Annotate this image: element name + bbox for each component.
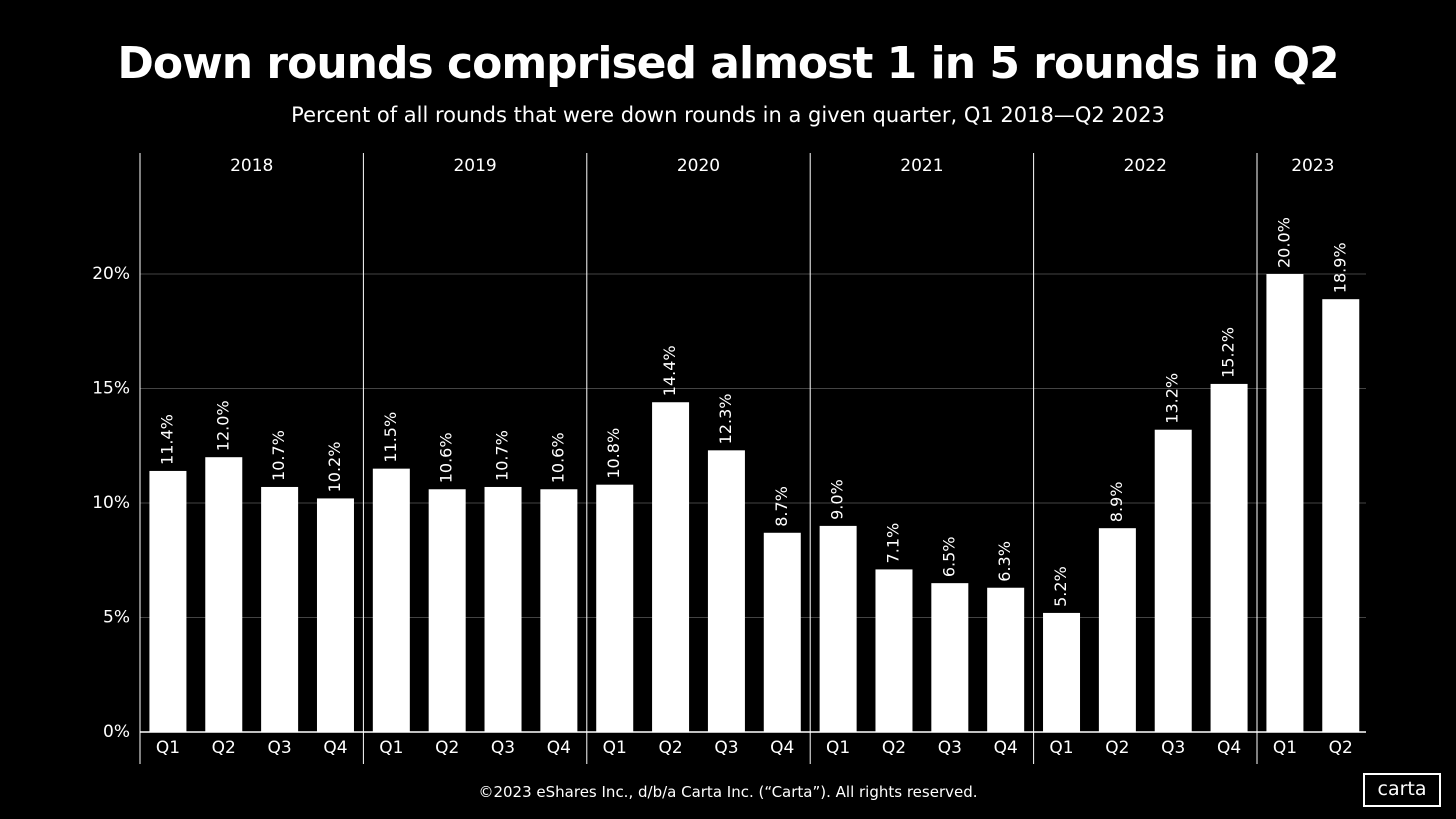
- bar-2020-q1: [596, 484, 634, 732]
- year-label: 2018: [230, 156, 273, 176]
- data-label: 15.2%: [1219, 327, 1238, 378]
- x-tick-label: Q2: [212, 738, 236, 758]
- x-tick-label: Q1: [1049, 738, 1073, 758]
- bar-2021-q1: [819, 525, 857, 732]
- bar-2020-q2: [652, 402, 690, 732]
- year-label: 2020: [677, 156, 720, 176]
- data-label: 10.8%: [604, 428, 623, 479]
- data-label: 14.4%: [660, 345, 679, 396]
- x-tick-label: Q3: [268, 738, 292, 758]
- year-label: 2023: [1291, 156, 1334, 176]
- data-label: 18.9%: [1330, 242, 1349, 293]
- x-tick-label: Q1: [826, 738, 850, 758]
- data-label: 8.9%: [1107, 482, 1126, 523]
- bar-2019-q3: [484, 486, 522, 732]
- x-tick-label: Q1: [379, 738, 403, 758]
- data-label: 10.6%: [548, 432, 567, 483]
- x-tick-label: Q2: [435, 738, 459, 758]
- x-tick-label: Q4: [770, 738, 794, 758]
- carta-logo: carta: [1363, 773, 1441, 807]
- copyright-footer: ©2023 eShares Inc., d/b/a Carta Inc. (“C…: [478, 783, 978, 801]
- y-tick-label: 10%: [92, 493, 130, 513]
- year-label: 2021: [900, 156, 943, 176]
- bar-2021-q3: [931, 583, 969, 732]
- chart-subtitle: Percent of all rounds that were down rou…: [291, 103, 1165, 127]
- x-tick-label: Q4: [994, 738, 1018, 758]
- data-label: 9.0%: [828, 479, 847, 520]
- bar-2018-q2: [205, 457, 243, 732]
- bar-2022-q3: [1154, 429, 1192, 732]
- data-label: 10.2%: [325, 442, 344, 493]
- x-tick-label: Q4: [1217, 738, 1241, 758]
- chart-title: Down rounds comprised almost 1 in 5 roun…: [117, 38, 1339, 89]
- bar-2022-q4: [1210, 383, 1248, 732]
- bar-2019-q1: [372, 468, 410, 732]
- x-tick-label: Q1: [1273, 738, 1297, 758]
- data-label: 10.7%: [493, 430, 512, 481]
- bar-2023-q1: [1266, 274, 1304, 732]
- x-tick-label: Q4: [323, 738, 347, 758]
- bar-2020-q3: [707, 450, 745, 732]
- data-label: 5.2%: [1051, 566, 1070, 607]
- data-label: 8.7%: [772, 486, 791, 527]
- year-label: 2022: [1124, 156, 1167, 176]
- y-tick-label: 20%: [92, 264, 130, 284]
- x-tick-label: Q3: [491, 738, 515, 758]
- year-label: 2019: [453, 156, 496, 176]
- x-tick-label: Q3: [938, 738, 962, 758]
- y-tick-label: 5%: [103, 608, 130, 628]
- data-label: 7.1%: [883, 523, 902, 564]
- data-label: 6.3%: [995, 541, 1014, 582]
- y-tick-label: 0%: [103, 722, 130, 742]
- x-tick-label: Q1: [603, 738, 627, 758]
- bar-2019-q2: [428, 489, 466, 732]
- bar-2018-q1: [149, 470, 187, 732]
- bar-2022-q2: [1098, 528, 1136, 732]
- data-label: 10.7%: [269, 430, 288, 481]
- bars: [149, 274, 1360, 732]
- bar-2022-q1: [1043, 612, 1081, 732]
- bar-2021-q2: [875, 569, 913, 732]
- x-tick-label: Q2: [1329, 738, 1353, 758]
- bar-2018-q4: [316, 498, 354, 732]
- data-labels: 11.4% 12.0% 10.7% 10.2% 11.5% 10.6% 10.7% 10.6%…: [157, 217, 1349, 607]
- data-label: 20.0%: [1274, 217, 1293, 268]
- bar-2020-q4: [763, 532, 801, 732]
- data-label: 6.5%: [939, 536, 958, 577]
- y-tick-label: 15%: [92, 379, 130, 399]
- bar-2021-q4: [987, 587, 1025, 732]
- bar-2019-q4: [540, 489, 578, 732]
- x-tick-label: Q1: [156, 738, 180, 758]
- x-tick-label: Q2: [1105, 738, 1129, 758]
- data-label: 12.3%: [716, 394, 735, 445]
- x-tick-label: Q2: [882, 738, 906, 758]
- bar-2023-q2: [1322, 299, 1360, 732]
- data-label: 11.4%: [157, 414, 176, 465]
- axes: 0% 5% 10% 15% 20% Q1 Q2 Q3 Q4 2018 Q1 Q2 Q3 Q4 2019 Q1 Q…: [92, 156, 1366, 758]
- data-label: 11.5%: [381, 412, 400, 463]
- data-label: 13.2%: [1163, 373, 1182, 424]
- x-tick-label: Q4: [547, 738, 571, 758]
- data-label: 10.6%: [437, 432, 456, 483]
- bar-2018-q3: [261, 486, 299, 732]
- year-dividers: [139, 153, 1258, 764]
- x-tick-label: Q3: [714, 738, 738, 758]
- x-tick-label: Q3: [1161, 738, 1185, 758]
- data-label: 12.0%: [213, 400, 232, 451]
- x-tick-label: Q2: [658, 738, 682, 758]
